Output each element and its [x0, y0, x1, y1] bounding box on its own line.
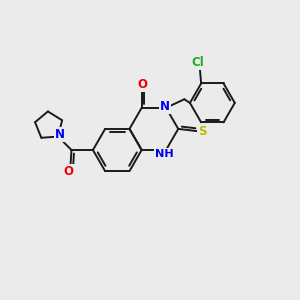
Text: O: O	[138, 78, 148, 91]
Text: O: O	[64, 165, 74, 178]
Text: Cl: Cl	[192, 56, 205, 70]
Text: N: N	[55, 128, 64, 141]
Text: NH: NH	[155, 148, 174, 159]
Text: S: S	[198, 125, 207, 138]
Text: N: N	[160, 100, 170, 113]
